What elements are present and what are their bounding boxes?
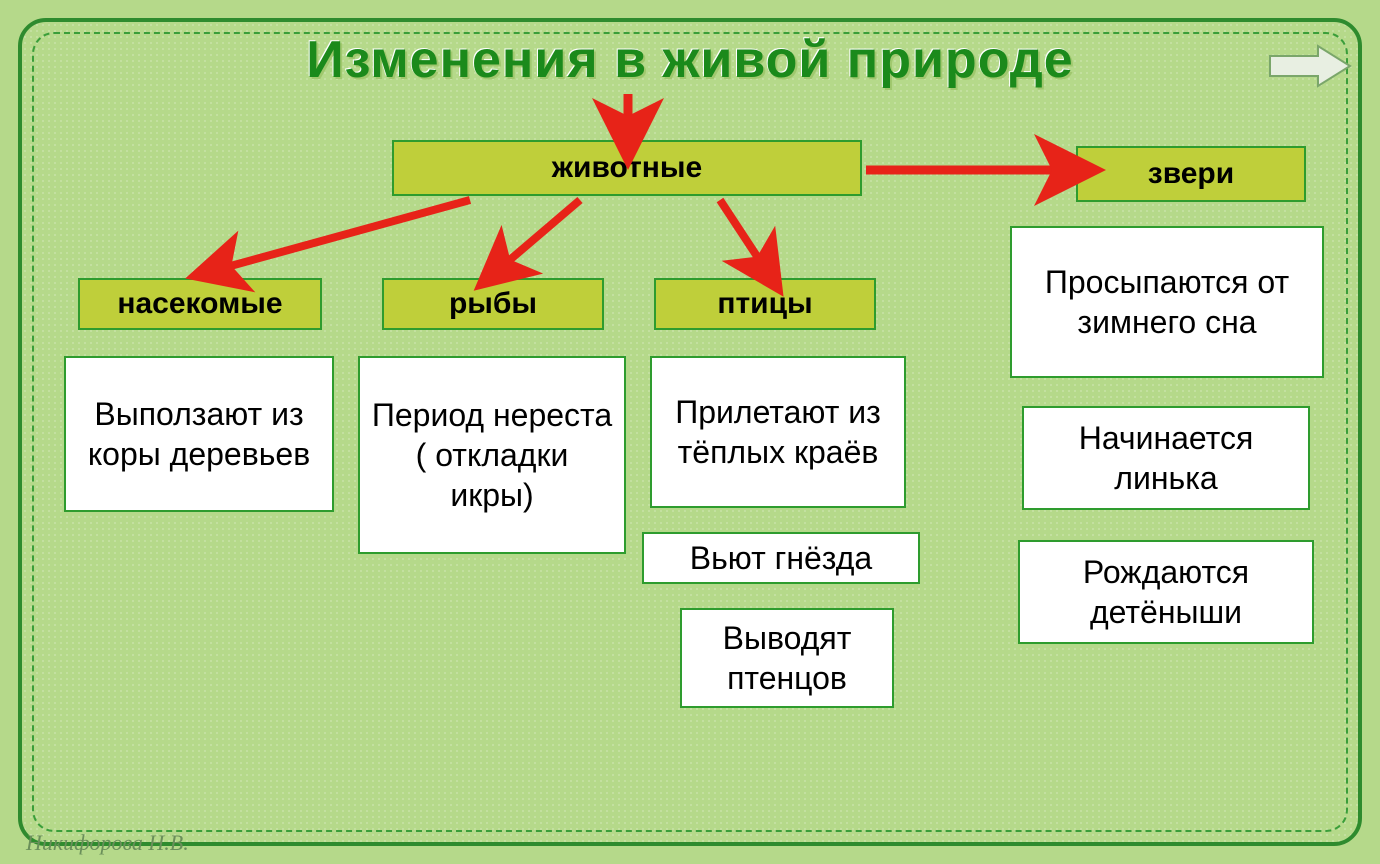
next-arrow-icon[interactable] <box>1268 42 1352 90</box>
detail-box-birds_d1: Прилетают из тёплых краёв <box>650 356 906 508</box>
slide-title: Изменения в живой природе <box>0 30 1380 90</box>
detail-box-fish_d1: Период нереста ( откладки икры) <box>358 356 626 554</box>
detail-box-birds_d2: Вьют гнёзда <box>642 532 920 584</box>
category-box-beasts: звери <box>1076 146 1306 202</box>
detail-box-birds_d3: Выводят птенцов <box>680 608 894 708</box>
detail-box-beasts_d2: Начинается линька <box>1022 406 1310 510</box>
category-box-insects: насекомые <box>78 278 322 330</box>
category-box-root: животные <box>392 140 862 196</box>
detail-box-insects_d1: Выползают из коры деревьев <box>64 356 334 512</box>
author-credit: Никифорова Н.В. <box>26 830 189 856</box>
category-box-birds: птицы <box>654 278 876 330</box>
detail-box-beasts_d3: Рождаются детёныши <box>1018 540 1314 644</box>
category-box-fish: рыбы <box>382 278 604 330</box>
detail-box-beasts_d1: Просыпаются от зимнего сна <box>1010 226 1324 378</box>
